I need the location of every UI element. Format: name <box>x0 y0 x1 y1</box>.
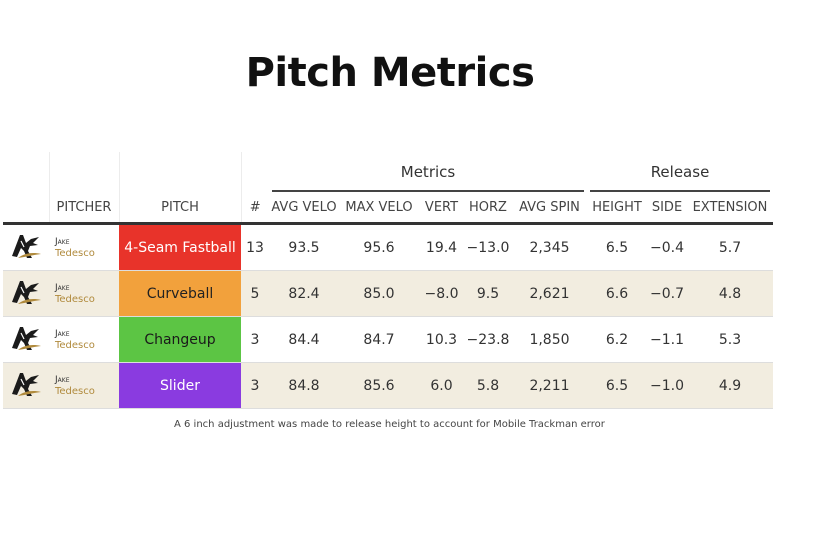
team-logo-cell <box>3 362 49 409</box>
pitcher-first-name: Jake <box>55 374 70 385</box>
metrics-group-label: Metrics <box>400 163 456 181</box>
column-header-logo <box>3 192 50 225</box>
column-header-avg-velo: AVG VELO <box>269 192 339 225</box>
pitcher-name: Jake Tedesco <box>49 223 119 271</box>
release-group-label: Release <box>650 163 710 181</box>
side-value: −0.7 <box>647 270 687 317</box>
avg-velo-value: 93.5 <box>269 223 339 271</box>
height-value: 6.5 <box>587 362 647 409</box>
team-logo-icon <box>12 234 41 258</box>
table-row: Jake Tedesco Changeup 3 84.4 84.7 10.3 −… <box>3 316 773 363</box>
page-title: Pitch Metrics <box>245 50 535 96</box>
extension-value: 4.9 <box>687 362 773 409</box>
max-velo-value: 95.6 <box>339 223 419 271</box>
team-logo-icon <box>12 326 41 350</box>
horz-value: 9.5 <box>464 270 512 317</box>
pitcher-last-name: Tedesco <box>55 293 95 305</box>
pitch-metrics-table: Metrics Release PITCHER PITCH # AVG VELO… <box>3 152 773 409</box>
pitcher-name: Jake Tedesco <box>49 362 119 409</box>
avg-velo-value: 84.8 <box>269 362 339 409</box>
avg-velo-value: 82.4 <box>269 270 339 317</box>
pitch-count: 3 <box>241 316 269 363</box>
column-header-pitcher: PITCHER <box>49 192 120 225</box>
footnote: A 6 inch adjustment was made to release … <box>174 419 605 430</box>
release-group-rule <box>590 190 770 192</box>
team-logo-cell <box>3 270 49 317</box>
team-logo-icon <box>12 280 41 304</box>
side-value: −0.4 <box>647 223 687 271</box>
column-header-max-velo: MAX VELO <box>339 192 419 225</box>
pitch-count: 5 <box>241 270 269 317</box>
pitcher-first-name: Jake <box>55 282 70 293</box>
metrics-group-header: Metrics <box>269 152 587 192</box>
extension-value: 4.8 <box>687 270 773 317</box>
horz-value: 5.8 <box>464 362 512 409</box>
extension-value: 5.7 <box>687 223 773 271</box>
extension-value: 5.3 <box>687 316 773 363</box>
max-velo-value: 84.7 <box>339 316 419 363</box>
max-velo-value: 85.0 <box>339 270 419 317</box>
team-logo-icon <box>12 372 41 396</box>
column-header-avg-spin: AVG SPIN <box>512 192 587 225</box>
vert-value: −8.0 <box>419 270 464 317</box>
column-header-horz: HORZ <box>464 192 512 225</box>
vert-value: 10.3 <box>419 316 464 363</box>
avg-velo-value: 84.4 <box>269 316 339 363</box>
side-value: −1.0 <box>647 362 687 409</box>
horz-value: −23.8 <box>464 316 512 363</box>
pitcher-first-name: Jake <box>55 236 70 247</box>
pitch-type-cell: Changeup <box>119 316 241 363</box>
pitch-count: 3 <box>241 362 269 409</box>
pitcher-name: Jake Tedesco <box>49 270 119 317</box>
pitch-type-cell: Slider <box>119 362 241 409</box>
column-header-vert: VERT <box>419 192 464 225</box>
column-header-pitch: PITCH <box>119 192 242 225</box>
avg-spin-value: 2,621 <box>512 270 587 317</box>
height-value: 6.6 <box>587 270 647 317</box>
pitcher-last-name: Tedesco <box>55 247 95 259</box>
team-logo-cell <box>3 223 49 271</box>
avg-spin-value: 2,211 <box>512 362 587 409</box>
blank-header <box>3 152 50 192</box>
table-row: Jake Tedesco Slider 3 84.8 85.6 6.0 5.8 … <box>3 362 773 409</box>
height-value: 6.2 <box>587 316 647 363</box>
column-header-side: SIDE <box>647 192 687 225</box>
column-header-extension: EXTENSION <box>687 192 773 225</box>
blank-header <box>241 152 269 192</box>
avg-spin-value: 2,345 <box>512 223 587 271</box>
vert-value: 19.4 <box>419 223 464 271</box>
height-value: 6.5 <box>587 223 647 271</box>
team-logo-cell <box>3 316 49 363</box>
metrics-group-rule <box>272 190 584 192</box>
blank-header <box>49 152 120 192</box>
release-group-header: Release <box>587 152 773 192</box>
side-value: −1.1 <box>647 316 687 363</box>
pitch-count: 13 <box>241 223 269 271</box>
pitcher-name: Jake Tedesco <box>49 316 119 363</box>
table-row: Jake Tedesco Curveball 5 82.4 85.0 −8.0 … <box>3 270 773 317</box>
avg-spin-value: 1,850 <box>512 316 587 363</box>
pitcher-first-name: Jake <box>55 328 70 339</box>
pitch-type-cell: Curveball <box>119 270 241 317</box>
horz-value: −13.0 <box>464 223 512 271</box>
blank-header <box>119 152 242 192</box>
column-header-count: # <box>241 192 269 225</box>
vert-value: 6.0 <box>419 362 464 409</box>
max-velo-value: 85.6 <box>339 362 419 409</box>
pitcher-last-name: Tedesco <box>55 385 95 397</box>
pitch-rows: Jake Tedesco 4-Seam Fastball 13 93.5 95.… <box>3 223 773 409</box>
column-header-height: HEIGHT <box>587 192 647 225</box>
table-row: Jake Tedesco 4-Seam Fastball 13 93.5 95.… <box>3 223 773 271</box>
pitcher-last-name: Tedesco <box>55 339 95 351</box>
pitch-type-cell: 4-Seam Fastball <box>119 223 241 271</box>
